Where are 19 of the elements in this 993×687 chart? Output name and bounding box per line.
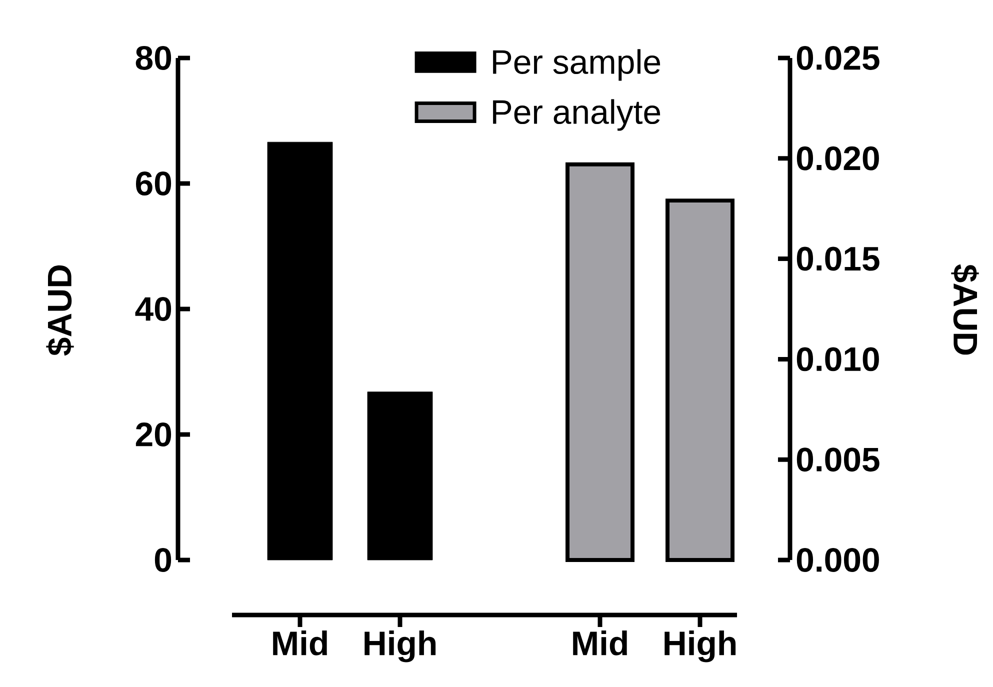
x-tick-label: High [664, 630, 736, 662]
y-tick-label: 20 [136, 422, 172, 446]
x-tick-label: Mid [273, 630, 327, 656]
y2-tick-label: 0.025 [796, 46, 880, 70]
x-tick-label: High [364, 630, 436, 662]
y-tick-label: 40 [135, 297, 172, 321]
legend-label: Per sample [493, 49, 660, 81]
y-tick-label: 80 [136, 46, 172, 70]
x-tick-label: Mid [573, 630, 627, 656]
y2-tick-label: 0.015 [796, 246, 880, 271]
y2-tick-label: 0.020 [796, 146, 879, 170]
legend-label: Per analyte [493, 99, 660, 131]
y2-tick-label: 0.010 [796, 347, 879, 372]
y-axis-title: $AUD [46, 265, 74, 356]
y2-tick-label: 0.005 [796, 448, 880, 472]
y-tick-label: 60 [136, 172, 172, 196]
y2-axis-title: $AUD [951, 264, 979, 355]
y-tick-label: 0 [154, 548, 172, 572]
y2-tick-label: 0.000 [796, 548, 879, 572]
